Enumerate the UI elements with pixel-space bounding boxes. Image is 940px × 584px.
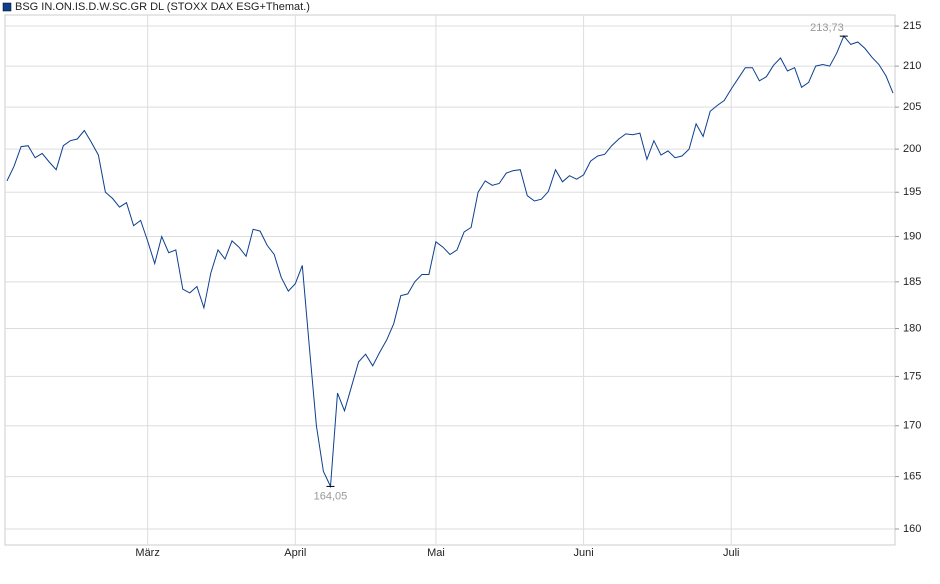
x-tick-label: März <box>135 547 159 559</box>
y-tick-label: 210 <box>903 60 921 72</box>
y-tick-label: 170 <box>903 420 921 432</box>
annotation: 213,73 <box>810 22 844 34</box>
plot-frame <box>4 14 896 546</box>
x-tick-label: April <box>284 547 306 559</box>
y-tick-label: 190 <box>903 230 921 242</box>
annotation: 164,05 <box>314 490 348 502</box>
y-tick-label: 200 <box>903 143 921 155</box>
y-tick-label: 215 <box>903 20 921 32</box>
legend-label: BSG IN.ON.IS.D.W.SC.GR DL (STOXX DAX ESG… <box>15 1 310 13</box>
price-line <box>6 35 894 489</box>
y-tick-label: 195 <box>903 186 921 198</box>
y-tick-label: 185 <box>903 276 921 288</box>
legend-swatch <box>2 2 12 12</box>
y-tick-label: 180 <box>903 322 921 334</box>
y-tick-label: 175 <box>903 370 921 382</box>
x-tick-label: Juli <box>723 547 740 559</box>
x-tick-label: Mai <box>427 547 445 559</box>
y-tick-label: 160 <box>903 523 921 535</box>
x-tick-label: Juni <box>574 547 594 559</box>
y-tick-label: 205 <box>903 101 921 113</box>
y-tick-label: 165 <box>903 470 921 482</box>
